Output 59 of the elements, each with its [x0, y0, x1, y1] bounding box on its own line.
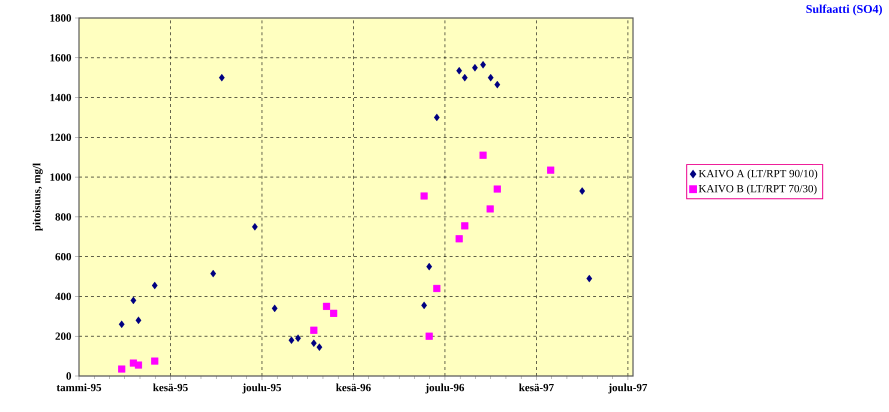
point [480, 60, 486, 69]
point [118, 320, 125, 328]
y-tick-label: 1600 [50, 54, 72, 62]
y-tick-label: 800 [55, 213, 72, 221]
point [316, 343, 322, 351]
point [494, 185, 501, 193]
y-tick-label: 400 [55, 292, 72, 300]
point [421, 302, 428, 310]
point [433, 284, 440, 292]
point [218, 74, 225, 82]
point [310, 326, 318, 334]
text: Sulfaatti (SO4) [806, 4, 882, 16]
point [547, 166, 554, 174]
x-tick-label: kesä-97 [519, 384, 554, 392]
point [494, 80, 500, 88]
point [272, 304, 278, 312]
x-tick-label: tammi-95 [56, 384, 102, 392]
y-tick-label: 1000 [50, 173, 72, 181]
point [472, 64, 478, 72]
x-tick-label: kesä-96 [336, 384, 371, 392]
point [586, 274, 592, 282]
x-tick-label: joulu-97 [608, 384, 648, 394]
legend-label: KAIVO B (LT/RPT 70/30) [698, 184, 817, 195]
point [579, 187, 586, 195]
point [488, 74, 494, 82]
point [130, 296, 136, 304]
legend-label: KAIVO A (LT/RPT 90/10) [698, 170, 818, 180]
y-tick-label: 1800 [50, 14, 72, 22]
point [330, 310, 338, 317]
x-tick-label: kesä-95 [153, 384, 188, 392]
point [118, 365, 126, 373]
point [456, 66, 462, 75]
y-tick-label: 0 [66, 372, 72, 380]
point [426, 262, 432, 270]
point [134, 361, 142, 369]
point [288, 336, 294, 344]
x-tick-label: joulu-96 [425, 384, 464, 394]
point [426, 332, 433, 340]
point [456, 235, 463, 242]
y-tick-label: 1400 [50, 94, 72, 102]
point [151, 357, 158, 365]
y-tick-label: 600 [55, 252, 72, 260]
point [420, 192, 428, 200]
point [322, 302, 330, 310]
point [152, 282, 158, 290]
point [136, 316, 142, 324]
y-tick-label: 1200 [50, 134, 72, 142]
point [310, 339, 317, 347]
y-tick-label: 200 [55, 332, 72, 340]
point [434, 114, 440, 122]
point [479, 152, 487, 159]
point [486, 205, 494, 213]
point [252, 223, 258, 231]
point [295, 334, 301, 342]
point [461, 222, 468, 230]
point [210, 270, 216, 278]
y-axis-title: pitoisuus, mg/l [32, 163, 43, 231]
point [462, 74, 468, 82]
x-tick-label: joulu-95 [242, 384, 282, 394]
